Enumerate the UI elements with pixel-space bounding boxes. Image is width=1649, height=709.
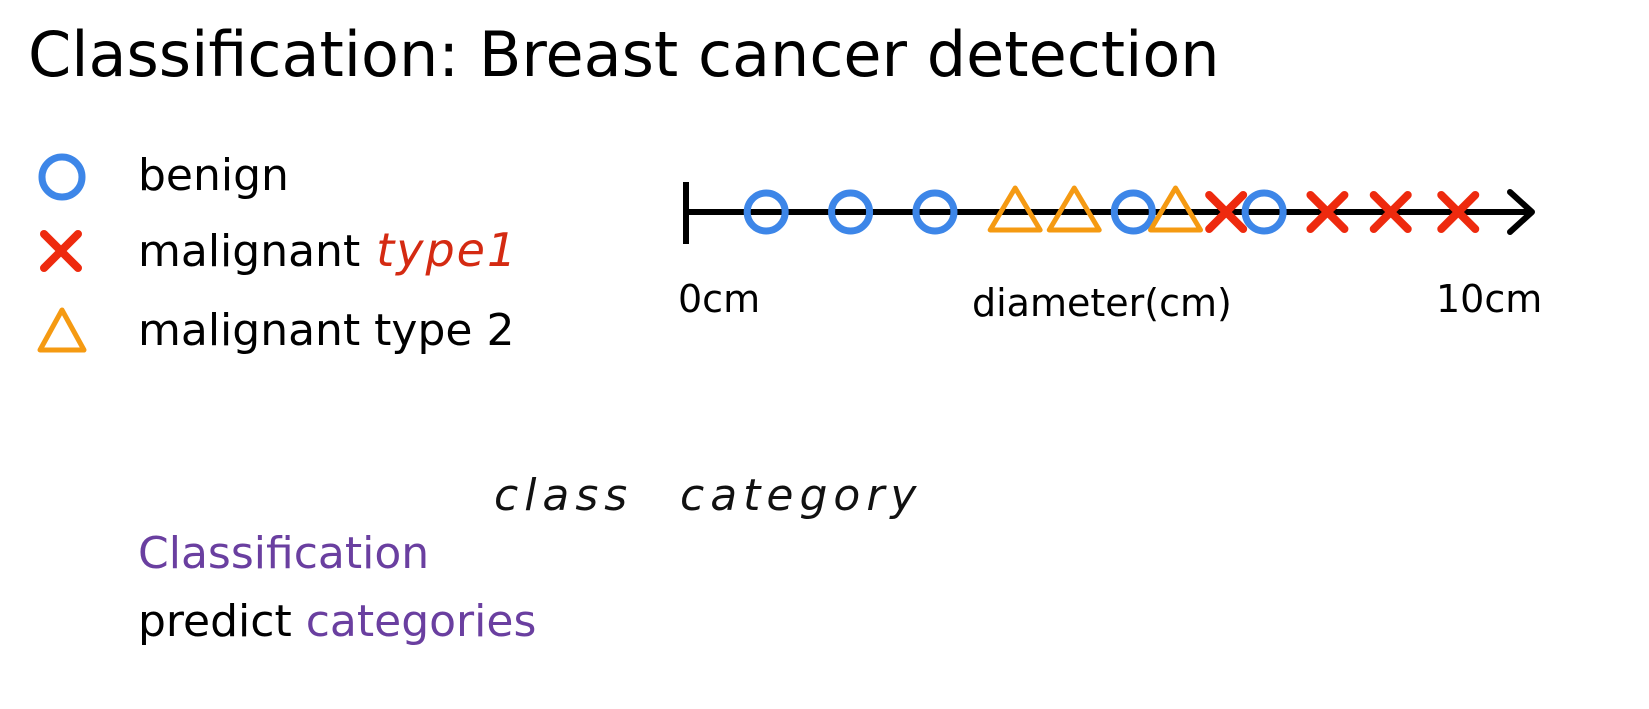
data-point-circle-0 — [743, 189, 789, 235]
tick-label-0cm: 0cm — [678, 277, 760, 321]
axis-arrowhead — [1507, 189, 1535, 235]
page-title: Classification: Breast cancer detection — [28, 18, 1220, 91]
data-point-circle-3 — [1110, 189, 1156, 235]
x-icon — [40, 230, 82, 272]
data-point-x-2 — [1369, 191, 1412, 233]
circle-icon — [38, 153, 86, 201]
handwritten-class-word: class — [494, 470, 634, 521]
legend-label-benign: benign — [138, 149, 289, 201]
legend-item-malignant-type1: malignant type1 — [30, 215, 590, 285]
x-axis-label: diameter(cm) — [972, 281, 1232, 325]
triangle-icon — [37, 307, 87, 353]
legend-label-malignant-type1: malignant type1 — [138, 223, 518, 277]
data-point-circle-4 — [1241, 189, 1287, 235]
legend-item-malignant-type2: malignant type 2 — [30, 295, 590, 365]
data-point-triangle-1 — [1046, 185, 1102, 233]
data-point-x-1 — [1306, 191, 1349, 233]
data-point-triangle-2 — [1148, 185, 1204, 233]
data-marks — [743, 185, 1480, 235]
tick-label-10cm: 10cm — [1436, 277, 1542, 321]
data-point-triangle-0 — [987, 185, 1043, 233]
data-point-circle-2 — [912, 189, 958, 235]
predict-word: predict — [138, 596, 292, 647]
categories-word: categories — [305, 596, 537, 647]
data-point-x-0 — [1205, 191, 1248, 233]
data-point-circle-1 — [828, 189, 874, 235]
data-point-x-3 — [1437, 191, 1480, 233]
legend-item-benign: benign — [30, 140, 590, 210]
legend-label-malignant: malignant — [138, 226, 361, 277]
legend-label-malignant-type2: malignant type 2 — [138, 304, 515, 356]
handwritten-category-word: category — [680, 470, 923, 521]
handwritten-type1-note: type1 — [376, 223, 519, 277]
classification-term: Classification — [138, 528, 430, 579]
predict-categories-line: predict categories — [138, 596, 536, 647]
